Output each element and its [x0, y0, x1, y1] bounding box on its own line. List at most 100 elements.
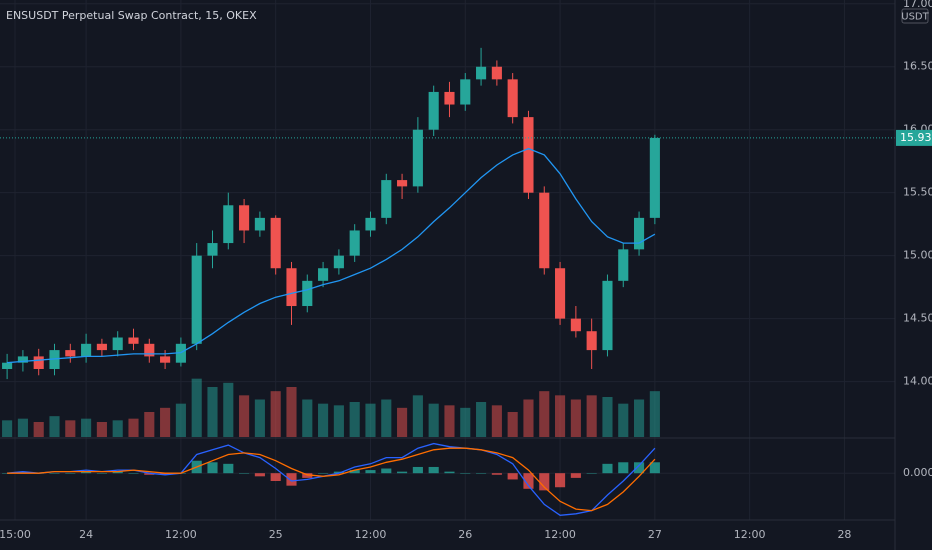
macd-histogram-bar [286, 473, 297, 486]
macd-line [7, 442, 656, 516]
last-price-label: 15.935 [900, 131, 932, 144]
volume-bar [444, 405, 455, 437]
macd-histogram-bar [160, 473, 171, 475]
moving-average [7, 147, 656, 364]
macd-histogram-bar [539, 473, 550, 491]
macd-histogram-bar [318, 473, 329, 474]
volume-bar [65, 420, 76, 437]
candle-body [586, 331, 597, 351]
candle-body [33, 356, 44, 369]
macd-histogram-bar [570, 473, 581, 478]
y-tick-label: 15.000 [903, 249, 932, 262]
macd-histogram-bar [412, 466, 423, 474]
volume-bar [318, 403, 329, 437]
candle-body [412, 129, 423, 187]
x-tick-label: 12:00 [734, 528, 766, 541]
macd-histogram-bar [144, 473, 155, 475]
candle-body [144, 343, 155, 357]
candle-body [428, 91, 439, 130]
macd-histogram-bar [381, 468, 392, 474]
candle-body [444, 91, 455, 105]
candle-body [507, 79, 518, 118]
volume-bar [649, 391, 660, 437]
volume-bar [381, 399, 392, 437]
macd-histogram-bar [460, 473, 471, 474]
macd-histogram-bar [476, 473, 487, 474]
volume-bar [17, 418, 28, 437]
volume-bar [397, 407, 408, 437]
macd-histogram-bar [302, 473, 313, 478]
volume-bar [49, 416, 60, 437]
macd-histogram-bar [555, 473, 566, 488]
macd-histogram-bar [618, 462, 629, 474]
volume-bar [523, 399, 534, 437]
x-tick-label: 28 [837, 528, 851, 541]
volume-bar [428, 403, 439, 437]
volume-bar [2, 420, 13, 437]
candle-body [17, 356, 28, 363]
volume-bar [539, 391, 550, 437]
x-tick-label: 26 [458, 528, 472, 541]
volume-bar [286, 387, 297, 437]
macd-histogram-bar [649, 462, 660, 474]
candle-body [649, 137, 660, 218]
volume-bar [602, 397, 613, 437]
volume-bar [507, 412, 518, 437]
volume-bar [555, 395, 566, 437]
volume-bar [33, 422, 44, 437]
macd-histogram-bar [49, 473, 60, 474]
volume-bar [634, 399, 645, 437]
macd-histogram-bar [491, 473, 502, 475]
volume-bar [160, 407, 171, 437]
x-tick-label: 25 [269, 528, 283, 541]
macd-histogram-bar [65, 473, 76, 474]
candle-body [397, 180, 408, 187]
candle-body [65, 350, 76, 357]
volume-bar [175, 403, 186, 437]
signal-line [7, 447, 656, 512]
last-price-box [896, 129, 932, 146]
candle-body [634, 217, 645, 250]
candle-body [602, 280, 613, 351]
volume-bar [460, 407, 471, 437]
volume-bar [96, 422, 107, 437]
volume-bar [349, 402, 360, 437]
macd-histogram-bar [112, 471, 123, 474]
volume-bar [476, 402, 487, 437]
volume-bar [144, 412, 155, 437]
x-tick-label: 12:00 [355, 528, 387, 541]
macd-histogram-bar [428, 466, 439, 474]
candle-body [2, 362, 13, 369]
candle-body [491, 66, 502, 80]
macd-histogram-bar [17, 471, 28, 474]
x-tick-label: 12:00 [165, 528, 197, 541]
candle-body [270, 217, 281, 269]
candle-body [286, 268, 297, 307]
y-tick-label: 17.000 [903, 0, 932, 10]
macd-histogram-bar [349, 470, 360, 474]
volume-bar [365, 403, 376, 437]
x-tick-label: 12:00 [544, 528, 576, 541]
y-tick-label: 14.500 [903, 312, 932, 325]
y-tick-label: 14.000 [903, 375, 932, 388]
macd-histogram-bar [602, 463, 613, 474]
volume-bar [586, 395, 597, 437]
x-tick-label: 15:00 [0, 528, 31, 541]
candle-body [239, 205, 250, 231]
candle-body [160, 356, 171, 363]
y-tick-label: 16.500 [903, 60, 932, 73]
volume-bar [491, 405, 502, 437]
candle-body [618, 249, 629, 281]
candle-body [555, 268, 566, 319]
macd-histogram-bar [397, 471, 408, 474]
currency-box [901, 8, 929, 24]
volume-bar [239, 395, 250, 437]
candle-body [476, 66, 487, 80]
candle-body [539, 192, 550, 269]
candle-body [207, 243, 218, 256]
candle-body [112, 337, 123, 351]
volume-bar [254, 399, 265, 437]
macd-histogram-bar [81, 471, 92, 474]
candle-body [81, 343, 92, 357]
